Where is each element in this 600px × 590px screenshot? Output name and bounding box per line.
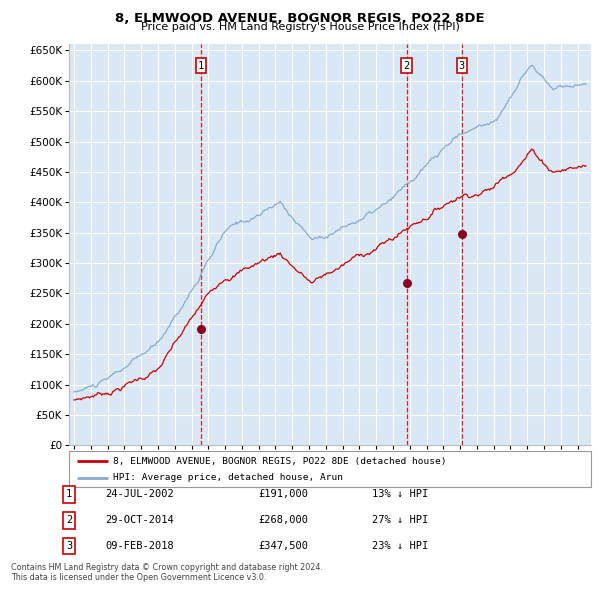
FancyBboxPatch shape [69,451,591,487]
Text: 2: 2 [404,61,410,71]
Text: 24-JUL-2002: 24-JUL-2002 [105,490,174,499]
Text: Price paid vs. HM Land Registry's House Price Index (HPI): Price paid vs. HM Land Registry's House … [140,22,460,32]
Text: £191,000: £191,000 [258,490,308,499]
Text: 1: 1 [198,61,204,71]
Text: 27% ↓ HPI: 27% ↓ HPI [372,516,428,525]
Text: 09-FEB-2018: 09-FEB-2018 [105,542,174,551]
Text: 3: 3 [66,542,72,551]
Text: 23% ↓ HPI: 23% ↓ HPI [372,542,428,551]
Text: HPI: Average price, detached house, Arun: HPI: Average price, detached house, Arun [113,473,343,483]
Text: £268,000: £268,000 [258,516,308,525]
Text: 8, ELMWOOD AVENUE, BOGNOR REGIS, PO22 8DE: 8, ELMWOOD AVENUE, BOGNOR REGIS, PO22 8D… [115,12,485,25]
Text: Contains HM Land Registry data © Crown copyright and database right 2024.: Contains HM Land Registry data © Crown c… [11,563,323,572]
Text: 3: 3 [459,61,465,71]
Text: 1: 1 [66,490,72,499]
Text: 2: 2 [66,516,72,525]
Text: 29-OCT-2014: 29-OCT-2014 [105,516,174,525]
Text: 8, ELMWOOD AVENUE, BOGNOR REGIS, PO22 8DE (detached house): 8, ELMWOOD AVENUE, BOGNOR REGIS, PO22 8D… [113,457,447,466]
Text: 13% ↓ HPI: 13% ↓ HPI [372,490,428,499]
Text: £347,500: £347,500 [258,542,308,551]
Text: This data is licensed under the Open Government Licence v3.0.: This data is licensed under the Open Gov… [11,573,266,582]
